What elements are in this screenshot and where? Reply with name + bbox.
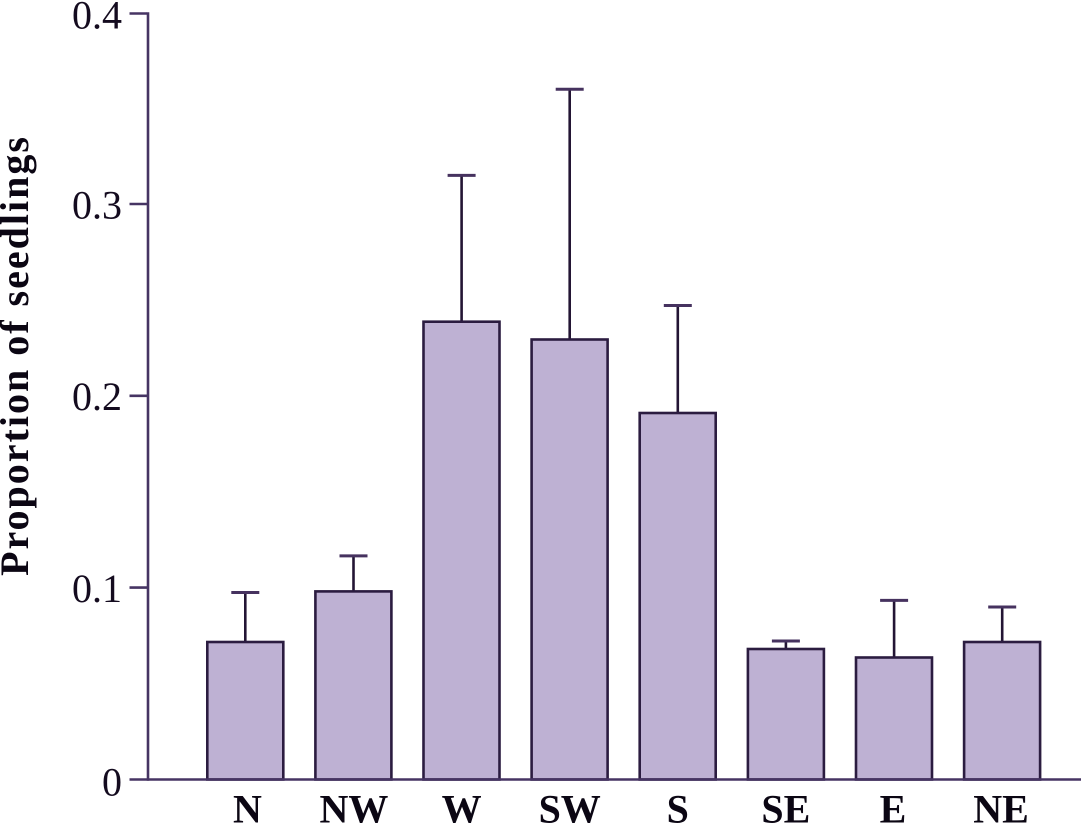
svg-text:SW: SW	[539, 787, 601, 825]
svg-text:W: W	[442, 787, 482, 825]
svg-text:0.2: 0.2	[72, 374, 122, 419]
svg-text:E: E	[880, 787, 907, 825]
svg-text:SE: SE	[761, 787, 810, 825]
svg-text:Proportion of seedlings: Proportion of seedlings	[0, 135, 37, 576]
svg-text:NE: NE	[973, 787, 1029, 825]
svg-text:0: 0	[102, 759, 122, 804]
svg-text:NW: NW	[320, 787, 389, 825]
svg-text:0.3: 0.3	[72, 183, 122, 228]
svg-text:N: N	[233, 787, 262, 825]
svg-text:0.4: 0.4	[72, 0, 122, 38]
svg-text:S: S	[667, 787, 689, 825]
svg-text:0.1: 0.1	[72, 566, 122, 611]
